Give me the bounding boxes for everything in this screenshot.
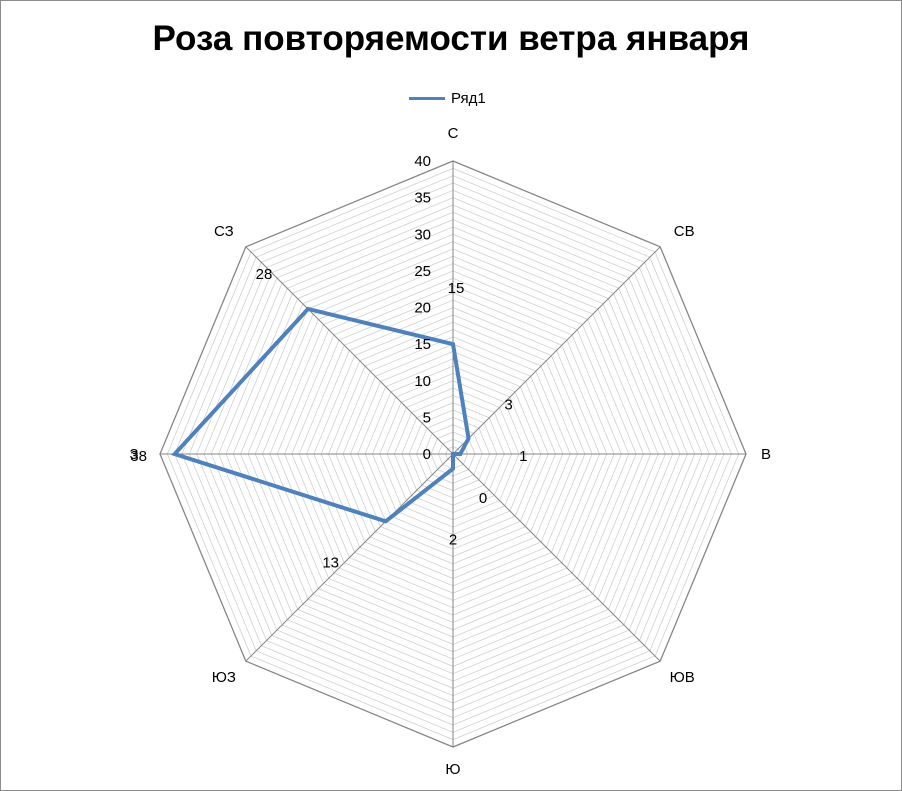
- series-line: [171, 306, 471, 524]
- category-label-4: Ю: [445, 761, 460, 778]
- category-label-5: ЮЗ: [212, 669, 236, 686]
- tick-label: 20: [414, 300, 431, 317]
- data-label-3: 0: [479, 490, 487, 507]
- category-label-0: С: [448, 125, 459, 142]
- axis-spoke: [245, 246, 454, 455]
- data-label-6: 38: [130, 448, 147, 465]
- legend: Ряд1: [409, 87, 486, 109]
- data-label-2: 1: [519, 448, 527, 465]
- tick-label: 35: [414, 190, 431, 207]
- axis-spoke: [452, 453, 661, 662]
- data-label-5: 13: [322, 554, 339, 571]
- tick-label: 25: [414, 263, 431, 280]
- data-label-1: 3: [504, 396, 512, 413]
- tick-label: 0: [423, 446, 431, 463]
- tick-label: 10: [414, 373, 431, 390]
- tick-label: 40: [414, 153, 431, 170]
- category-label-2: В: [761, 446, 771, 463]
- series-layer: [171, 306, 471, 524]
- axis-spoke: [245, 453, 454, 662]
- category-label-1: СВ: [674, 223, 695, 240]
- category-label-3: ЮВ: [670, 669, 695, 686]
- chart-title: Роза повторяемости ветра января: [152, 19, 750, 58]
- axis-spoke: [452, 246, 661, 455]
- category-label-7: СЗ: [214, 223, 234, 240]
- tick-label: 5: [423, 409, 431, 426]
- legend-label: Ряд1: [451, 89, 486, 107]
- legend-swatch: [409, 96, 445, 100]
- axis-layer: [160, 161, 746, 747]
- data-label-0: 15: [448, 280, 465, 297]
- category-label-6: З: [129, 446, 138, 463]
- tick-label: 15: [414, 336, 431, 353]
- tick-label: 30: [414, 226, 431, 243]
- data-label-7: 28: [256, 266, 273, 283]
- data-label-4: 2: [449, 532, 457, 549]
